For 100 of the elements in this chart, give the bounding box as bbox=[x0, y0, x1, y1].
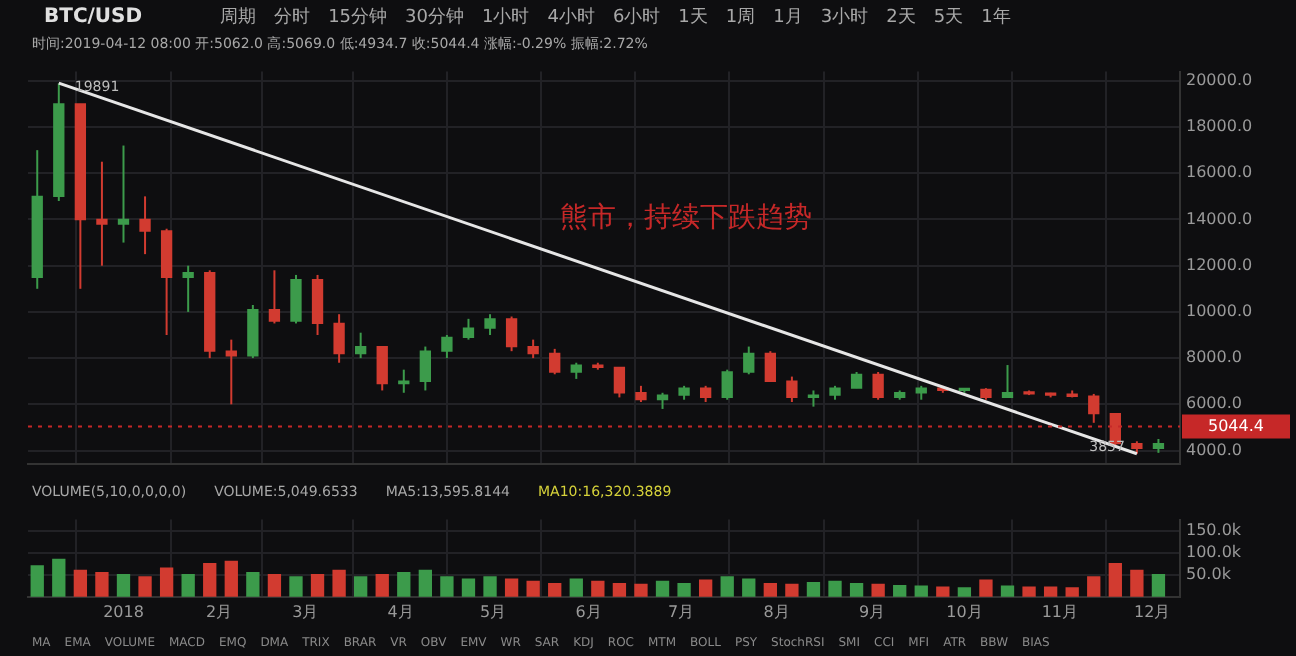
text: 1小时 bbox=[481, 5, 530, 29]
candlestick bbox=[376, 345, 388, 392]
y-tick-label: 100.0k bbox=[1186, 542, 1242, 561]
candlestick bbox=[355, 331, 367, 360]
x-tick-label: 4月 bbox=[387, 602, 414, 621]
bar bbox=[1022, 586, 1036, 597]
bar bbox=[440, 576, 454, 597]
bar bbox=[655, 580, 670, 597]
x-tick-label: 9月 bbox=[858, 602, 886, 621]
bar bbox=[461, 578, 476, 597]
bar bbox=[979, 579, 993, 597]
candlestick bbox=[549, 347, 561, 376]
candlestick bbox=[1001, 364, 1014, 399]
bar bbox=[332, 569, 346, 597]
candlestick bbox=[333, 313, 345, 364]
bar bbox=[936, 586, 950, 597]
bar bbox=[483, 576, 497, 597]
bar bbox=[698, 579, 713, 597]
text: 3小时 bbox=[820, 5, 869, 29]
candlestick bbox=[96, 160, 108, 267]
candlestick bbox=[419, 345, 432, 392]
bar bbox=[95, 571, 109, 597]
bar bbox=[634, 583, 648, 597]
x-tick-label: 3月 bbox=[292, 602, 319, 621]
bar bbox=[181, 574, 195, 597]
bar bbox=[1065, 587, 1079, 597]
y-tick-label: 8000.0 bbox=[1186, 348, 1242, 367]
y-tick-label: 150.0k bbox=[1186, 520, 1242, 539]
candlestick bbox=[527, 338, 539, 360]
y-tick-label: 50.0k bbox=[1186, 564, 1232, 583]
candlestick bbox=[117, 144, 130, 244]
text: 6小时 bbox=[612, 5, 661, 29]
candlestick bbox=[743, 345, 755, 376]
candlestick bbox=[441, 334, 453, 360]
candlestick bbox=[182, 264, 194, 313]
candlestick bbox=[505, 315, 518, 353]
bar bbox=[354, 576, 368, 597]
y-tick-label: 14000.0 bbox=[1186, 209, 1253, 228]
candlestick bbox=[484, 313, 496, 337]
bar bbox=[418, 569, 433, 597]
bar bbox=[893, 585, 907, 597]
bar bbox=[612, 582, 627, 597]
candlestick bbox=[613, 366, 626, 399]
text: 2天 bbox=[886, 5, 916, 29]
bar bbox=[828, 580, 842, 597]
bar bbox=[1151, 574, 1166, 597]
bar bbox=[1043, 586, 1058, 597]
bar bbox=[871, 583, 885, 597]
candlestick bbox=[721, 368, 733, 401]
candlestick bbox=[872, 370, 884, 401]
candlestick bbox=[462, 317, 475, 341]
text: 15分钟 bbox=[328, 5, 388, 29]
x-tick-label: 5月 bbox=[480, 602, 507, 621]
text: 1天 bbox=[678, 5, 708, 29]
y-tick-label: 10000.0 bbox=[1186, 302, 1253, 321]
bar bbox=[138, 576, 152, 597]
x-tick-label: 2018 bbox=[103, 602, 144, 621]
text: 5天 bbox=[933, 5, 964, 29]
y-tick-label: 20000.0 bbox=[1186, 71, 1253, 89]
bar bbox=[52, 558, 66, 597]
bar bbox=[267, 574, 282, 597]
bar bbox=[742, 578, 756, 597]
y-tick-label: 12000.0 bbox=[1186, 255, 1253, 274]
x-tick-label: 2月 bbox=[205, 602, 233, 621]
x-tick-label: 8月 bbox=[763, 602, 790, 621]
bar bbox=[159, 567, 174, 597]
ref-line-label: 5044.4 bbox=[1208, 416, 1264, 435]
text: 1月 bbox=[773, 5, 803, 29]
candlestick bbox=[160, 227, 173, 337]
annotation: 熊市，持续下跌趋势 bbox=[560, 200, 812, 236]
x-tick-label: 11月 bbox=[1041, 602, 1079, 621]
bar bbox=[246, 571, 260, 597]
candlestick bbox=[764, 350, 776, 383]
candlestick bbox=[1088, 392, 1100, 424]
bar bbox=[289, 576, 303, 597]
bar bbox=[1130, 569, 1144, 597]
bar bbox=[1108, 563, 1122, 597]
text: 1周 bbox=[725, 5, 756, 29]
text: 30分钟 bbox=[405, 5, 464, 29]
bar bbox=[1087, 576, 1101, 597]
text: 4小时 bbox=[547, 5, 595, 29]
candlestick bbox=[247, 303, 259, 360]
x-tick-label: 7月 bbox=[667, 602, 695, 621]
candlestick bbox=[311, 273, 324, 337]
bar bbox=[397, 571, 411, 597]
x-tick-label: 10月 bbox=[946, 602, 983, 621]
candlestick bbox=[139, 195, 151, 256]
bar bbox=[73, 569, 88, 597]
bar bbox=[677, 582, 691, 597]
candlestick bbox=[786, 375, 798, 404]
bar bbox=[785, 583, 799, 597]
chart-title: BTC/USD bbox=[44, 5, 143, 27]
bar bbox=[849, 582, 864, 597]
y-tick-label: 18000.0 bbox=[1186, 117, 1253, 136]
bar bbox=[806, 582, 821, 597]
candlestick bbox=[290, 273, 302, 325]
bar bbox=[957, 587, 972, 597]
bar bbox=[569, 578, 583, 597]
bar bbox=[548, 582, 562, 597]
bar bbox=[224, 560, 238, 597]
